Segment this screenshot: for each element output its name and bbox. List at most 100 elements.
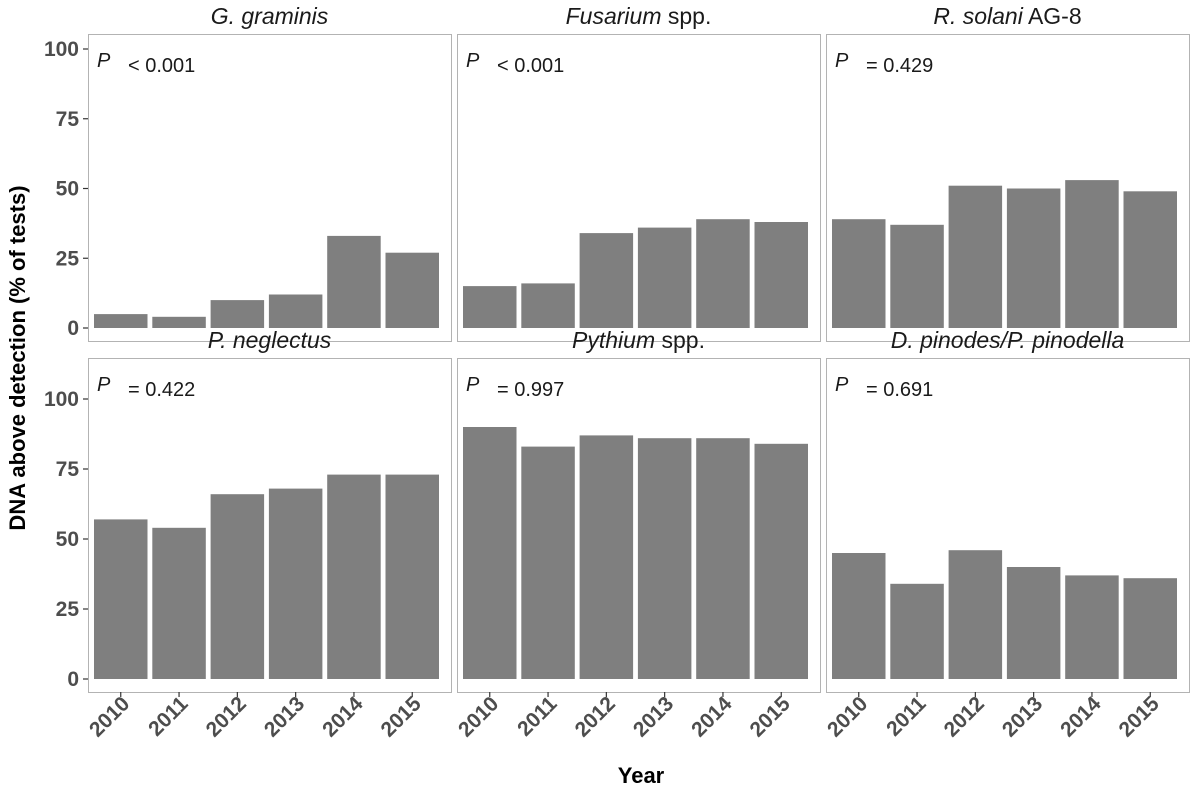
facet-title: Fusarium spp. bbox=[566, 3, 712, 29]
p-label: P bbox=[97, 374, 111, 396]
y-tick-label: 100 bbox=[44, 38, 79, 61]
p-label: P bbox=[835, 374, 849, 396]
bar bbox=[463, 427, 517, 679]
y-tick-label: 50 bbox=[56, 528, 79, 551]
p-value: = 0.691 bbox=[866, 379, 933, 401]
y-axis-title: DNA above detection (% of tests) bbox=[5, 185, 30, 530]
facet-title-part: spp. bbox=[655, 327, 705, 353]
p-value: = 0.422 bbox=[128, 379, 195, 401]
bar bbox=[210, 494, 265, 679]
p-label: P bbox=[466, 50, 480, 72]
facet-title-part: Fusarium bbox=[566, 3, 662, 29]
bar bbox=[1065, 575, 1119, 679]
x-tick-label: 2015 bbox=[745, 692, 795, 742]
bar bbox=[948, 550, 1003, 679]
bar bbox=[637, 438, 692, 679]
x-tick-label: 2014 bbox=[318, 692, 368, 742]
bar bbox=[385, 474, 439, 679]
bar bbox=[94, 519, 148, 679]
x-tick-label: 2010 bbox=[85, 692, 134, 741]
y-tick-label: 25 bbox=[56, 598, 80, 621]
x-tick-label: 2012 bbox=[202, 692, 251, 741]
bar bbox=[1123, 191, 1177, 328]
x-tick-label: 2013 bbox=[629, 692, 678, 741]
y-tick-label: 75 bbox=[56, 108, 80, 131]
x-axis-title: Year bbox=[618, 763, 665, 788]
facet-panel: G. graminis P < 0.001 bbox=[88, 3, 452, 342]
x-tick-label: 2011 bbox=[513, 692, 562, 741]
x-tick-label: 2015 bbox=[376, 692, 426, 742]
bar bbox=[1006, 188, 1061, 328]
facet-title-part: D. pinodes/P. pinodella bbox=[891, 327, 1125, 353]
x-tick-label: 2013 bbox=[998, 692, 1047, 741]
bar bbox=[637, 227, 692, 328]
bar bbox=[1065, 180, 1119, 328]
y-tick-label: 100 bbox=[44, 388, 79, 411]
bar bbox=[521, 283, 575, 328]
bar bbox=[1006, 567, 1061, 679]
bar bbox=[268, 488, 323, 679]
bar bbox=[754, 443, 808, 679]
x-tick-label: 2012 bbox=[571, 692, 620, 741]
p-value: < 0.001 bbox=[128, 55, 195, 77]
bar bbox=[948, 185, 1003, 328]
bar bbox=[385, 252, 439, 328]
x-tick-label: 2010 bbox=[454, 692, 503, 741]
facet-title: R. solani AG-8 bbox=[933, 3, 1081, 29]
x-tick-label: 2011 bbox=[144, 692, 193, 741]
bar bbox=[696, 438, 750, 679]
x-tick-label: 2014 bbox=[687, 692, 737, 742]
x-tick-label: 2014 bbox=[1056, 692, 1106, 742]
facet-title-part: Pythium bbox=[572, 327, 655, 353]
facet-title-part: spp. bbox=[661, 3, 711, 29]
facet-panel: P. neglectus P = 0.422 bbox=[88, 327, 452, 693]
facet-panels: G. graminis P < 0.001 Fusarium spp. P < 0.001… bbox=[88, 3, 1190, 693]
bar bbox=[152, 527, 206, 679]
bar bbox=[579, 233, 634, 328]
bar bbox=[832, 219, 886, 328]
bar bbox=[890, 583, 944, 679]
x-axis: 2010 2011 2012 2013 2014 2015 2010 2011 2012 2013… bbox=[85, 692, 1164, 742]
bar bbox=[463, 286, 517, 328]
bar bbox=[696, 219, 750, 328]
facet-title-part: AG-8 bbox=[1023, 3, 1082, 29]
facet-title: D. pinodes/P. pinodella bbox=[891, 327, 1125, 353]
facet-panel: R. solani AG-8 P = 0.429 bbox=[826, 3, 1190, 342]
bar bbox=[890, 224, 944, 328]
y-tick-label: 0 bbox=[67, 317, 79, 340]
y-tick-label: 75 bbox=[56, 458, 80, 481]
y-axes: 0 25 50 75 100 0 25 50 75 100 bbox=[44, 38, 88, 691]
y-tick-label: 50 bbox=[56, 178, 79, 201]
bar bbox=[152, 316, 206, 328]
bar bbox=[1123, 578, 1177, 679]
bar bbox=[210, 300, 265, 328]
p-label: P bbox=[835, 50, 849, 72]
x-tick-label: 2013 bbox=[260, 692, 309, 741]
x-tick-label: 2010 bbox=[823, 692, 872, 741]
facet-title-part: G. graminis bbox=[211, 3, 329, 29]
p-value: < 0.001 bbox=[497, 55, 564, 77]
p-label: P bbox=[97, 50, 111, 72]
facet-panel: D. pinodes/P. pinodella P = 0.691 bbox=[826, 327, 1190, 693]
p-value: = 0.997 bbox=[497, 379, 564, 401]
y-tick-label: 25 bbox=[56, 247, 80, 270]
bar bbox=[754, 222, 808, 328]
x-tick-label: 2015 bbox=[1114, 692, 1164, 742]
facet-panel: Fusarium spp. P < 0.001 bbox=[457, 3, 821, 342]
facet-title-part: R. solani bbox=[933, 3, 1023, 29]
bar bbox=[521, 446, 575, 679]
x-tick-label: 2011 bbox=[882, 692, 931, 741]
facet-panel: Pythium spp. P = 0.997 bbox=[457, 327, 821, 693]
bar bbox=[832, 553, 886, 679]
x-tick-label: 2012 bbox=[940, 692, 989, 741]
facet-title: Pythium spp. bbox=[572, 327, 705, 353]
bar bbox=[579, 435, 634, 679]
p-label: P bbox=[466, 374, 480, 396]
bar bbox=[268, 294, 323, 328]
bar bbox=[327, 474, 381, 679]
bar bbox=[94, 314, 148, 328]
facet-title: G. graminis bbox=[211, 3, 329, 29]
facet-title-part: P. neglectus bbox=[208, 327, 332, 353]
y-tick-label: 0 bbox=[67, 668, 79, 691]
